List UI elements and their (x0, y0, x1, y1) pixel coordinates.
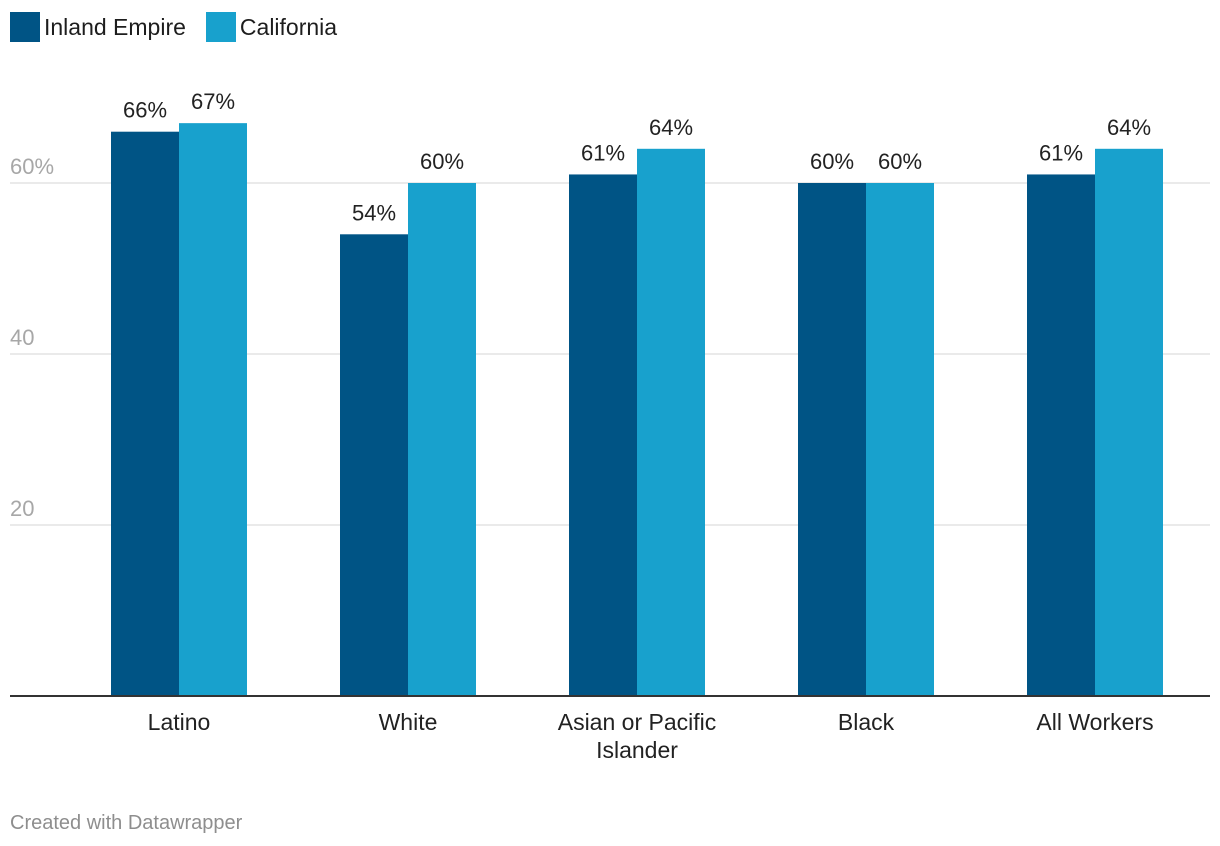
bar-inland-empire-black (798, 183, 866, 696)
legend-item-california: California (205, 12, 338, 42)
y-tick-label-60: 60% (10, 154, 54, 179)
value-label-inland-empire-all-workers: 61% (1039, 140, 1083, 165)
y-tick-label-20: 20 (10, 496, 34, 521)
chart-legend: Inland Empire California (10, 12, 357, 42)
value-label-california-latino: 67% (191, 89, 235, 114)
value-label-inland-empire-asian-or-pacific-islander: 61% (581, 140, 625, 165)
value-label-california-asian-or-pacific-islander: 64% (649, 115, 693, 140)
legend-label-inland-empire: Inland Empire (44, 14, 186, 40)
x-tick-label-all-workers: All Workers (1036, 709, 1153, 735)
bar-california-black (866, 183, 934, 696)
x-tick-label-white: White (379, 709, 438, 735)
bar-inland-empire-latino (111, 131, 179, 696)
x-tick-label-asian-or-pacific-islander-line2: Islander (596, 737, 678, 763)
value-label-california-white: 60% (420, 149, 464, 174)
x-tick-label-black: Black (838, 709, 895, 735)
datawrapper-credit: Created with Datawrapper (10, 812, 243, 834)
legend-swatch-inland-empire (10, 12, 40, 42)
bar-california-white (408, 183, 476, 696)
value-label-inland-empire-white: 54% (352, 200, 396, 225)
value-label-inland-empire-black: 60% (810, 149, 854, 174)
y-tick-label-40: 40 (10, 325, 34, 350)
value-label-california-black: 60% (878, 149, 922, 174)
bar-california-all-workers (1095, 148, 1163, 697)
bar-california-latino (179, 123, 247, 696)
bar-inland-empire-all-workers (1027, 174, 1095, 696)
bar-california-asian-or-pacific-islander (637, 148, 705, 697)
legend-swatch-california (205, 12, 236, 42)
x-tick-label-latino: Latino (148, 709, 211, 735)
bar-inland-empire-asian-or-pacific-islander (569, 174, 637, 696)
bar-inland-empire-white (340, 234, 408, 697)
value-label-california-all-workers: 64% (1107, 115, 1151, 140)
bar-chart: 20 40 60% 66% 67% Latino 54% 60% White 61% 64% Asia… (10, 89, 1210, 763)
x-tick-label-asian-or-pacific-islander-line1: Asian or Pacific (558, 709, 717, 735)
legend-item-inland-empire: Inland Empire (10, 12, 186, 42)
legend-label-california: California (239, 14, 338, 40)
value-label-inland-empire-latino: 66% (123, 98, 167, 123)
